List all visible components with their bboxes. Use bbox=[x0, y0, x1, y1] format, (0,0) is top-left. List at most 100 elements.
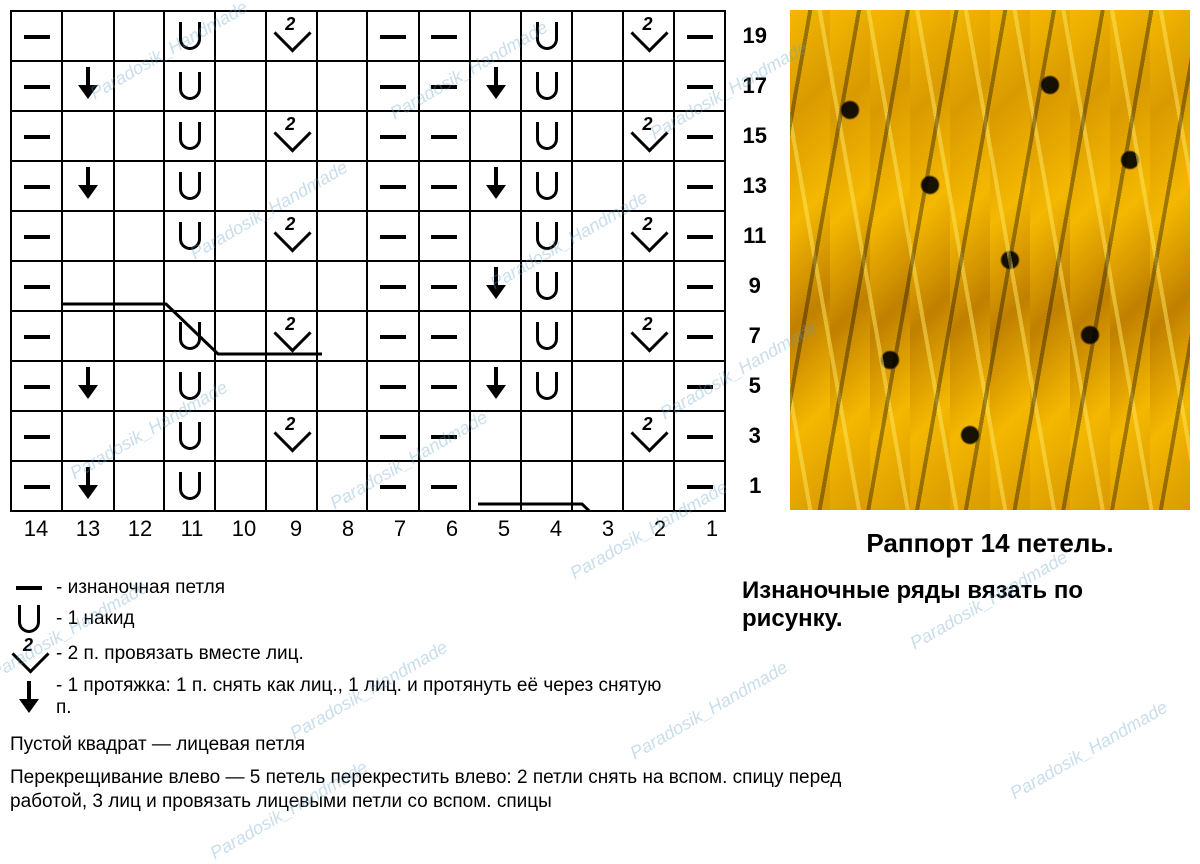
col-label: 3 bbox=[582, 516, 634, 542]
chart-cell bbox=[572, 61, 622, 111]
chart-cell bbox=[62, 211, 113, 261]
row-label: 3 bbox=[725, 411, 777, 461]
col-label: 12 bbox=[114, 516, 166, 542]
chart-cell bbox=[62, 461, 113, 511]
chart-cell: 2 bbox=[623, 211, 674, 261]
chart-cell bbox=[164, 411, 215, 461]
chart-cell bbox=[317, 61, 367, 111]
chart-cell bbox=[164, 311, 215, 361]
knitting-chart: 2219172215132211922752231 14131211109876… bbox=[10, 10, 778, 559]
chart-cell: 2 bbox=[266, 111, 317, 161]
row-label: 13 bbox=[725, 161, 777, 211]
chart-cell bbox=[164, 11, 215, 61]
chart-cell bbox=[215, 61, 265, 111]
chart-cell bbox=[470, 311, 521, 361]
col-label: 14 bbox=[10, 516, 62, 542]
chart-cell bbox=[266, 161, 317, 211]
chart-cell bbox=[419, 161, 470, 211]
chart-cell bbox=[623, 61, 674, 111]
chart-cell bbox=[367, 211, 418, 261]
col-label: 5 bbox=[478, 516, 530, 542]
chart-cell bbox=[674, 361, 725, 411]
chart-cell bbox=[521, 11, 572, 61]
chart-cell bbox=[317, 361, 367, 411]
chart-cell bbox=[164, 111, 215, 161]
chart-cell bbox=[367, 411, 418, 461]
chart-cell bbox=[114, 261, 164, 311]
row-label: 11 bbox=[725, 211, 777, 261]
chart-cell bbox=[164, 211, 215, 261]
chart-cell: 2 bbox=[266, 11, 317, 61]
row-label: 15 bbox=[725, 111, 777, 161]
chart-cell: 2 bbox=[623, 111, 674, 161]
chart-cell bbox=[215, 261, 265, 311]
col-label: 9 bbox=[270, 516, 322, 542]
chart-cell bbox=[114, 411, 164, 461]
chart-cell bbox=[674, 461, 725, 511]
chart-cell bbox=[674, 311, 725, 361]
chart-cell bbox=[317, 111, 367, 161]
chart-cell bbox=[62, 161, 113, 211]
chart-cell bbox=[367, 61, 418, 111]
chart-cell bbox=[114, 361, 164, 411]
chart-cell bbox=[114, 11, 164, 61]
legend-ssk: - 1 протяжка: 1 п. снять как лиц., 1 лиц… bbox=[10, 675, 682, 719]
chart-cell bbox=[11, 261, 62, 311]
chart-cell bbox=[367, 361, 418, 411]
col-label: 7 bbox=[374, 516, 426, 542]
chart-cell bbox=[215, 311, 265, 361]
legend-k2tog: 2 - 2 п. провязать вместе лиц. bbox=[10, 639, 682, 669]
chart-cell bbox=[11, 11, 62, 61]
chart-cell bbox=[470, 411, 521, 461]
col-label: 4 bbox=[530, 516, 582, 542]
chart-cell bbox=[572, 111, 622, 161]
chart-cell bbox=[114, 111, 164, 161]
chart-cell bbox=[266, 461, 317, 511]
chart-cell bbox=[164, 261, 215, 311]
chart-cell bbox=[521, 411, 572, 461]
chart-cell bbox=[470, 211, 521, 261]
chart-cell bbox=[164, 61, 215, 111]
row-label: 9 bbox=[725, 261, 777, 311]
chart-cell bbox=[419, 461, 470, 511]
chart-cell bbox=[470, 361, 521, 411]
chart-cell bbox=[419, 411, 470, 461]
chart-cell: 2 bbox=[623, 311, 674, 361]
chart-cell bbox=[62, 61, 113, 111]
chart-cell bbox=[674, 61, 725, 111]
legend-cable-cross: Перекрещивание влево — 5 петель перекрес… bbox=[10, 766, 910, 815]
chart-cell bbox=[419, 111, 470, 161]
chart-cell bbox=[674, 411, 725, 461]
chart-cell bbox=[521, 461, 572, 511]
chart-cell bbox=[674, 11, 725, 61]
chart-cell bbox=[215, 461, 265, 511]
chart-cell bbox=[266, 261, 317, 311]
chart-cell bbox=[215, 161, 265, 211]
col-label: 2 bbox=[634, 516, 686, 542]
chart-cell bbox=[521, 261, 572, 311]
legend-empty-square: Пустой квадрат — лицевая петля bbox=[10, 733, 1190, 758]
chart-cell bbox=[114, 61, 164, 111]
chart-cell bbox=[11, 61, 62, 111]
chart-cell bbox=[164, 461, 215, 511]
chart-cell bbox=[470, 261, 521, 311]
chart-cell bbox=[521, 161, 572, 211]
chart-cell bbox=[470, 161, 521, 211]
chart-cell bbox=[317, 411, 367, 461]
row-label: 1 bbox=[725, 461, 777, 511]
chart-cell bbox=[674, 211, 725, 261]
legend-yarnover: - 1 накид bbox=[10, 605, 682, 633]
chart-cell bbox=[317, 11, 367, 61]
row-label: 19 bbox=[725, 11, 777, 61]
chart-cell bbox=[572, 361, 622, 411]
chart-cell bbox=[419, 11, 470, 61]
col-label: 13 bbox=[62, 516, 114, 542]
chart-cell: 2 bbox=[266, 211, 317, 261]
chart-cell bbox=[367, 311, 418, 361]
chart-cell bbox=[11, 161, 62, 211]
chart-cell bbox=[266, 61, 317, 111]
col-label: 11 bbox=[166, 516, 218, 542]
row-label: 7 bbox=[725, 311, 777, 361]
chart-cell bbox=[266, 361, 317, 411]
chart-cell bbox=[164, 161, 215, 211]
